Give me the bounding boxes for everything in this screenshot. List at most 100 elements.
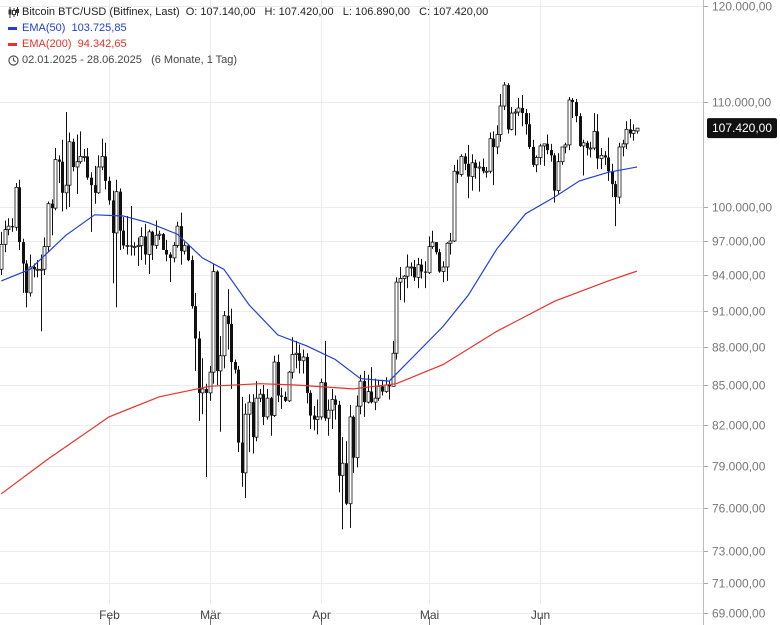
- candle-body: [230, 324, 233, 363]
- candle-body: [635, 127, 640, 132]
- x-tick-label: Feb: [99, 608, 120, 622]
- candle-body: [191, 260, 194, 307]
- candle-body: [435, 242, 438, 253]
- candle-body: [114, 191, 119, 234]
- candle-body: [58, 159, 61, 162]
- candle-body: [132, 246, 137, 248]
- candlestick-chart-icon: [8, 6, 22, 18]
- candle-body: [391, 352, 396, 387]
- candle-body: [366, 391, 371, 403]
- candle-body: [492, 138, 495, 147]
- candle-body: [306, 357, 309, 393]
- candle-body: [631, 130, 636, 134]
- candle-body: [100, 156, 105, 168]
- candle-body: [488, 138, 493, 172]
- x-tick-label: Mär: [200, 608, 221, 622]
- ema200-value: 94.342,65: [77, 38, 127, 50]
- candle-body: [579, 116, 582, 146]
- candle-body: [136, 245, 141, 247]
- candle-body: [162, 234, 165, 250]
- candle-body: [309, 392, 312, 416]
- candle-body: [216, 271, 219, 371]
- legend-symbol-row: Bitcoin BTC/USD (Bitfinex, Last) O: 107.…: [8, 4, 488, 20]
- legend-ema200-row[interactable]: EMA(200) 94.342,65: [8, 36, 488, 52]
- y-tick-label: 97.000,00: [712, 235, 766, 249]
- candle-body: [509, 112, 514, 130]
- candle-body: [516, 107, 521, 113]
- candle-body: [46, 203, 51, 247]
- candle-body: [373, 397, 378, 403]
- candle-body: [394, 281, 399, 354]
- last-price-label: 107.420,00: [707, 118, 777, 139]
- candle-body: [340, 462, 345, 477]
- candle-body: [254, 397, 259, 438]
- y-tick-label: 73.000,00: [712, 545, 766, 559]
- candle-body: [586, 142, 589, 149]
- candle-body: [604, 155, 607, 158]
- candle-body: [571, 99, 574, 102]
- candle-body: [194, 306, 197, 339]
- high-label: H:: [264, 6, 276, 18]
- y-tick-label: 88.000,00: [712, 341, 766, 355]
- candle-body: [352, 416, 355, 458]
- ema50-label: EMA(50): [22, 22, 66, 34]
- candle-body: [445, 242, 450, 268]
- candle-body: [315, 416, 320, 420]
- candle-body: [104, 156, 107, 181]
- candle-body: [607, 157, 610, 172]
- candle-body: [187, 245, 190, 261]
- candle-body: [211, 271, 216, 373]
- legend-ema50-row[interactable]: EMA(50) 103.725,85: [8, 20, 488, 36]
- candle-body: [416, 264, 421, 278]
- candle-body: [284, 396, 287, 401]
- candle-body: [90, 177, 93, 186]
- candle-body: [222, 315, 227, 357]
- chart-legend: Bitcoin BTC/USD (Bitfinex, Last) O: 107.…: [8, 4, 488, 68]
- candle-body: [6, 225, 11, 230]
- candle-body: [456, 171, 459, 175]
- axes-layer: 120.000,00 110.000,00 100.000,00 97.000,00 9…: [99, 0, 772, 625]
- x-tick-label: Apr: [312, 608, 331, 622]
- candle-body: [413, 266, 416, 278]
- candles-layer: [0, 82, 640, 530]
- candle-body: [470, 162, 475, 177]
- candle-body: [326, 409, 331, 419]
- candle-body: [28, 266, 33, 294]
- candle-body: [11, 226, 14, 228]
- candle-body: [420, 264, 423, 272]
- close-label: C:: [419, 6, 431, 18]
- candle-body: [532, 146, 535, 165]
- candle-body: [272, 361, 277, 416]
- candle-body: [495, 134, 500, 148]
- y-tick-label: 91.000,00: [712, 305, 766, 319]
- candle-body: [14, 186, 19, 228]
- candle-body: [525, 113, 528, 125]
- candle-body: [86, 156, 89, 178]
- candle-body: [172, 245, 177, 259]
- close-value: 107.420,00: [433, 6, 489, 18]
- y-tick-label: 110.000,00: [712, 96, 771, 110]
- high-value: 107.420,00: [278, 6, 334, 18]
- candle-body: [402, 275, 407, 279]
- candle-body: [384, 384, 389, 392]
- candle-body: [33, 266, 36, 270]
- symbol-title: Bitcoin BTC/USD (Bitfinex, Last): [22, 6, 180, 18]
- candle-body: [348, 416, 353, 505]
- candle-body: [388, 385, 391, 387]
- y-tick-label: 79.000,00: [712, 460, 766, 474]
- legend-period-row: 02.01.2025 - 28.06.2025 (6 Monate, 1 Tag…: [8, 52, 488, 68]
- candle-body: [258, 393, 263, 399]
- candle-body: [502, 84, 507, 107]
- candle-body: [507, 85, 510, 130]
- candle-body: [464, 156, 467, 164]
- candle-body: [599, 154, 604, 159]
- candle-body: [319, 382, 324, 418]
- candle-body: [546, 143, 549, 151]
- candle-body: [405, 266, 410, 277]
- clock-icon: [8, 54, 22, 66]
- y-tick-label: 94.000,00: [712, 269, 766, 283]
- candle-body: [198, 338, 201, 393]
- candle-body: [482, 166, 485, 172]
- period-detail: (6 Monate, 1 Tag): [151, 54, 238, 66]
